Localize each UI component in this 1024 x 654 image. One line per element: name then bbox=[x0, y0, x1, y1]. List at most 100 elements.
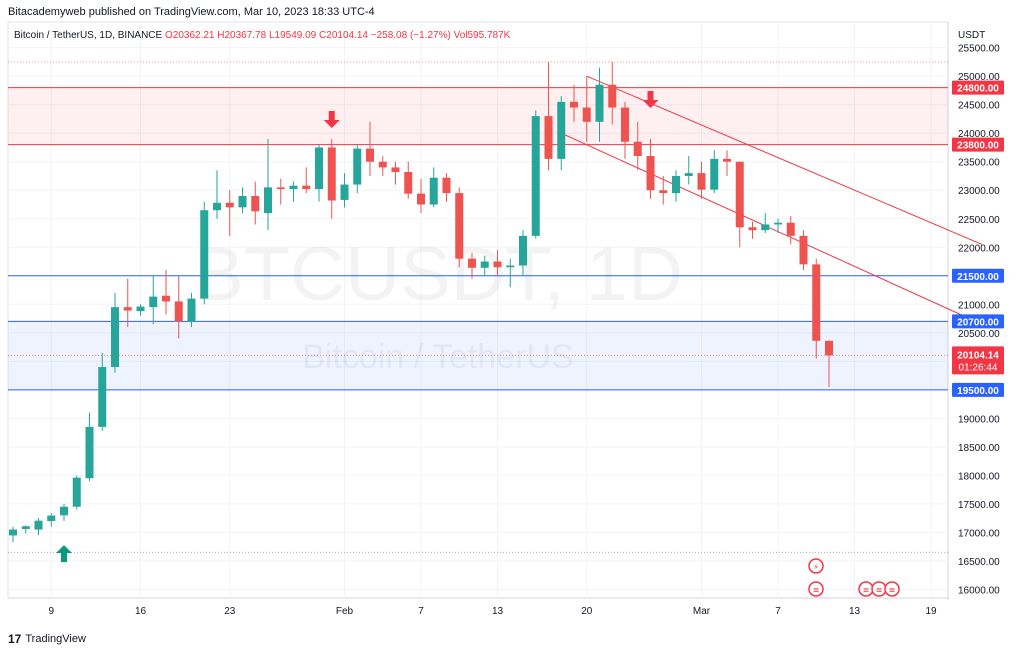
candle-body bbox=[493, 261, 502, 268]
candle-body bbox=[366, 148, 374, 162]
price-tick-label: 23500.00 bbox=[958, 158, 1000, 169]
watermark-name: Bitcoin / TetherUS bbox=[302, 338, 574, 376]
ohlc-close: C20104.14 bbox=[319, 30, 371, 41]
publisher-text: Bitacademyweb published on TradingView.c… bbox=[8, 6, 375, 18]
candle-body bbox=[213, 202, 221, 211]
candle-body bbox=[659, 190, 668, 194]
candle-body bbox=[200, 210, 209, 299]
candle-body bbox=[544, 116, 553, 159]
price-tick-label: 21000.00 bbox=[958, 300, 1000, 311]
candle-body bbox=[404, 171, 413, 194]
price-tick-label: 17000.00 bbox=[958, 528, 1000, 539]
candle-body bbox=[672, 175, 680, 194]
event-flag-icon bbox=[808, 581, 824, 597]
candle-body bbox=[162, 295, 170, 302]
event-flag-icon-glyph: ≡ bbox=[863, 586, 870, 595]
tradingview-logo[interactable]: 17 TradingView bbox=[8, 632, 86, 646]
candle-body bbox=[378, 161, 387, 168]
candle-body bbox=[595, 84, 604, 122]
time-tick-label: Feb bbox=[336, 606, 354, 617]
candle-body bbox=[289, 185, 298, 190]
candle-body bbox=[85, 426, 94, 479]
candle-body bbox=[582, 107, 591, 122]
price-tick-label: 16000.00 bbox=[958, 585, 1000, 596]
tradingview-logo-icon: 17 bbox=[8, 632, 22, 646]
symbol-name: Bitcoin / TetherUS, 1D, BINANCE bbox=[14, 30, 165, 41]
candle-body bbox=[264, 187, 272, 214]
level-price-badge bbox=[952, 382, 1004, 397]
tradingview-brand: TradingView bbox=[25, 633, 86, 645]
candle-body bbox=[455, 193, 464, 259]
candle-body bbox=[315, 147, 323, 190]
candle-body bbox=[621, 107, 629, 142]
candle-body bbox=[761, 224, 770, 231]
candle-body bbox=[710, 158, 719, 190]
time-tick-label: 20 bbox=[581, 606, 593, 617]
time-tick-label: 13 bbox=[492, 606, 504, 617]
event-flag-icon-glyph: ≡ bbox=[889, 586, 896, 595]
candle-body bbox=[34, 520, 43, 530]
candle-body bbox=[646, 156, 655, 191]
candle-body bbox=[774, 222, 782, 225]
candle-body bbox=[697, 173, 706, 190]
ohlc-open: O20362.21 bbox=[165, 30, 217, 41]
candle-body bbox=[47, 515, 56, 522]
candle-body bbox=[506, 265, 515, 268]
time-tick-label: 9 bbox=[48, 606, 54, 617]
candle-body bbox=[276, 187, 285, 190]
candle-body bbox=[735, 161, 744, 228]
current-price-badge bbox=[952, 346, 1004, 375]
candle-body bbox=[531, 116, 540, 236]
candle-body bbox=[21, 526, 30, 529]
ohlc-low: L19549.09 bbox=[269, 30, 319, 41]
candle-body bbox=[417, 193, 425, 205]
arrow-down-marker bbox=[642, 90, 659, 108]
price-tick-label: 24000.00 bbox=[958, 129, 1000, 140]
candle-body bbox=[238, 195, 247, 208]
candle-body bbox=[480, 261, 489, 268]
price-tick-label: 22000.00 bbox=[958, 243, 1000, 254]
candle-body bbox=[98, 367, 107, 427]
price-tick-label: 20500.00 bbox=[958, 329, 1000, 340]
candle-body bbox=[825, 340, 833, 356]
ohlc-change: −258.08 (−1.27%) bbox=[371, 30, 454, 41]
price-tick-label: 23000.00 bbox=[958, 186, 1000, 197]
price-tick-label: 16500.00 bbox=[958, 557, 1000, 568]
candle-body bbox=[174, 301, 183, 322]
time-tick-label: 13 bbox=[849, 606, 861, 617]
price-tick-label: 22500.00 bbox=[958, 215, 1000, 226]
time-tick-label: 7 bbox=[418, 606, 424, 617]
price-tick-label: 25000.00 bbox=[958, 72, 1000, 83]
time-tick-label: 16 bbox=[135, 606, 147, 617]
candle-body bbox=[684, 173, 693, 176]
candle-body bbox=[442, 177, 451, 194]
event-flag-icon-glyph: ≡ bbox=[813, 586, 820, 595]
candle-body bbox=[519, 235, 527, 266]
arrow-up-marker bbox=[56, 545, 72, 563]
watermark-ticker: BTCUSDT, 1D bbox=[193, 232, 683, 317]
symbol-legend: Bitcoin / TetherUS, 1D, BINANCE O20362.2… bbox=[14, 30, 511, 41]
candle-body bbox=[251, 195, 260, 212]
current-price-timer: 01:26:44 bbox=[959, 362, 998, 373]
level-price-label: 19500.00 bbox=[957, 386, 999, 397]
time-tick-label: 19 bbox=[925, 606, 937, 617]
candle-body bbox=[9, 529, 17, 536]
event-lightning-icon-glyph: ⚡ bbox=[813, 563, 819, 572]
price-tick-label: 18500.00 bbox=[958, 443, 1000, 454]
time-tick-label: Mar bbox=[693, 606, 711, 617]
candle-body bbox=[187, 298, 196, 322]
candle-body bbox=[353, 148, 362, 185]
time-tick-label: 23 bbox=[224, 606, 236, 617]
candle-body bbox=[786, 222, 795, 236]
level-price-badge bbox=[952, 80, 1004, 95]
candle-body bbox=[799, 235, 808, 265]
candle-body bbox=[812, 264, 821, 341]
candle-body bbox=[123, 307, 132, 311]
candle-body bbox=[136, 306, 145, 312]
candle-body bbox=[327, 147, 336, 201]
candle-body bbox=[149, 296, 158, 308]
level-price-label: 24800.00 bbox=[957, 84, 999, 95]
publisher-header: Bitacademyweb published on TradingView.c… bbox=[8, 6, 375, 18]
candle-body bbox=[468, 258, 476, 268]
